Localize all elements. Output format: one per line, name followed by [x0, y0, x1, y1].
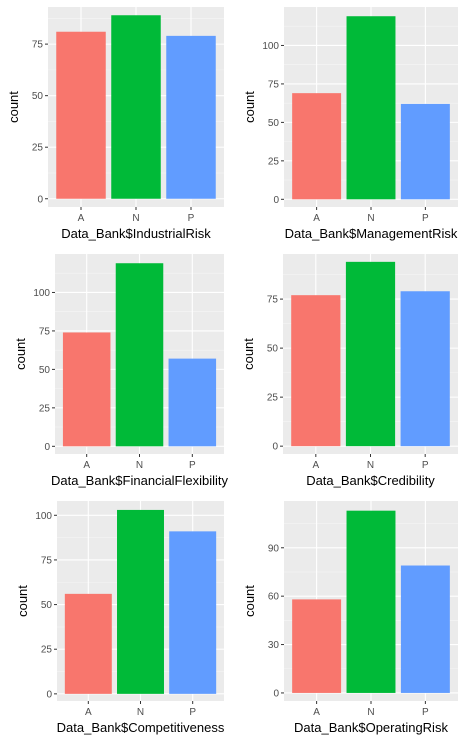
y-tick-label: 75: [41, 555, 53, 566]
x-tick-label: N: [136, 460, 143, 471]
x-tick-label: A: [313, 707, 320, 718]
bar-P: [400, 291, 450, 447]
bar-A: [292, 93, 342, 200]
x-tick-label: N: [137, 707, 144, 718]
bar-N: [117, 509, 164, 694]
bar-A: [291, 295, 341, 447]
bar-P: [166, 35, 216, 199]
y-tick-label: 75: [32, 40, 44, 51]
y-tick-label: 0: [44, 442, 50, 453]
y-tick-label: 50: [32, 91, 44, 102]
chart-panel-3: 0 25 50 75 100 A N P Data_Bank$FinancialFlexibil…: [13, 254, 229, 488]
y-tick-label: 60: [268, 592, 280, 603]
x-tick-label: A: [83, 460, 90, 471]
x-tick-label: A: [78, 213, 85, 224]
y-tick-label: 25: [41, 645, 53, 656]
x-axis-title: Data_Bank$Competitiveness: [57, 720, 225, 735]
y-axis-title: count: [15, 585, 30, 617]
x-tick-label: N: [367, 707, 374, 718]
bar-N: [111, 15, 161, 199]
bar-A: [64, 593, 112, 694]
x-axis-title: Data_Bank$ManagementRisk: [285, 226, 458, 241]
bar-A: [56, 31, 106, 199]
x-axis-title: Data_Bank$Credibility: [306, 473, 435, 488]
y-tick-label: 30: [268, 640, 280, 651]
bar-N: [346, 16, 396, 200]
y-tick-label: 75: [268, 79, 280, 90]
x-tick-label: A: [313, 213, 320, 224]
x-tick-label: P: [189, 707, 196, 718]
x-axis-title: Data_Bank$FinancialFlexibility: [51, 473, 229, 488]
x-tick-label: P: [188, 213, 195, 224]
y-tick-label: 100: [262, 41, 279, 52]
y-tick-label: 0: [273, 688, 279, 699]
y-tick-label: 0: [37, 194, 43, 205]
y-axis-title: count: [13, 338, 28, 370]
x-tick-label: N: [367, 213, 374, 224]
x-axis-title: Data_Bank$IndustrialRisk: [61, 226, 211, 241]
bar-P: [169, 531, 217, 694]
bar-N: [115, 263, 164, 447]
chart-panel-5: 0 25 50 75 100 A N P Data_Bank$Competitiveness co…: [15, 501, 225, 735]
bar-A: [292, 599, 342, 693]
bar-A: [62, 332, 111, 447]
bar-N: [345, 261, 396, 447]
y-tick-label: 25: [268, 156, 280, 167]
y-tick-label: 0: [46, 689, 52, 700]
chart-panel-1: 0 25 50 75 A N P Data_Bank$IndustrialRisk count: [6, 7, 224, 241]
y-tick-label: 90: [268, 543, 280, 554]
bar-N: [346, 510, 396, 693]
y-axis-title: count: [6, 91, 21, 123]
chart-panel-4: 0 25 50 75 A N P Data_Bank$Credibility count: [241, 254, 458, 488]
y-tick-label: 50: [268, 118, 280, 129]
x-tick-label: P: [422, 460, 429, 471]
x-tick-label: A: [85, 707, 92, 718]
y-tick-label: 75: [267, 295, 279, 306]
y-axis-title: count: [242, 91, 257, 123]
chart-panel-2: 0 25 50 75 100 A N P Data_Bank$ManagementRisk cou…: [242, 7, 458, 241]
y-tick-label: 25: [32, 143, 44, 154]
y-tick-label: 100: [33, 288, 50, 299]
x-tick-label: P: [422, 707, 429, 718]
y-tick-label: 25: [39, 403, 51, 414]
y-tick-label: 50: [267, 344, 279, 355]
y-axis-title: count: [241, 338, 256, 370]
y-tick-label: 50: [39, 365, 51, 376]
y-tick-label: 100: [35, 511, 52, 522]
y-tick-label: 75: [39, 326, 51, 337]
bar-P: [400, 103, 450, 200]
y-tick-label: 0: [273, 195, 279, 206]
chart-panel-6: 0 30 60 90 A N P Data_Bank$OperatingRisk count: [242, 501, 458, 735]
x-tick-label: P: [189, 460, 196, 471]
x-tick-label: P: [422, 213, 429, 224]
x-axis-title: Data_Bank$OperatingRisk: [294, 720, 448, 735]
x-tick-label: N: [132, 213, 139, 224]
x-tick-label: A: [312, 460, 319, 471]
y-tick-label: 0: [272, 442, 278, 453]
y-tick-label: 50: [41, 600, 53, 611]
bar-P: [400, 565, 450, 693]
y-axis-title: count: [242, 585, 257, 617]
x-tick-label: N: [367, 460, 374, 471]
bar-P: [168, 358, 217, 447]
y-tick-label: 25: [267, 393, 279, 404]
